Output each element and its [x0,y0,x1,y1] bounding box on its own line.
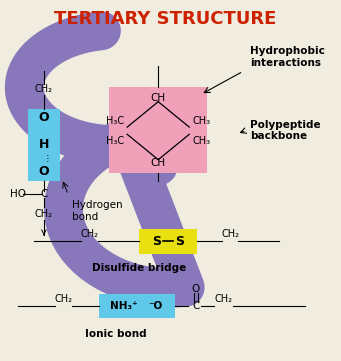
Text: C: C [192,301,199,311]
Text: Disulfide bridge: Disulfide bridge [91,263,186,273]
Text: H: H [39,138,49,151]
Text: CH₂: CH₂ [35,84,53,94]
Text: S: S [152,235,161,248]
Text: CH₃: CH₃ [193,116,211,126]
FancyBboxPatch shape [109,87,207,173]
FancyBboxPatch shape [28,109,60,180]
Text: Polypeptide
backbone: Polypeptide backbone [250,119,320,141]
Text: CH₂: CH₂ [214,294,233,304]
Text: CH₂: CH₂ [55,294,73,304]
Text: H₃C: H₃C [106,116,124,126]
Text: S: S [175,235,184,248]
Text: ·: · [46,151,49,161]
Text: ·: · [46,157,49,167]
Text: ⁻O: ⁻O [148,301,162,311]
Text: Ionic bond: Ionic bond [85,329,147,339]
Text: O: O [192,284,200,294]
Text: TERTIARY STRUCTURE: TERTIARY STRUCTURE [54,10,276,29]
Text: NH₃⁺: NH₃⁺ [110,301,137,311]
Text: Hydrophobic
interactions: Hydrophobic interactions [250,46,325,68]
Text: Hydrogen
bond: Hydrogen bond [72,200,122,222]
FancyBboxPatch shape [100,294,175,318]
Text: C: C [40,189,47,199]
Text: H₃C: H₃C [106,136,124,146]
Text: CH₃: CH₃ [193,136,211,146]
Text: O: O [39,111,49,124]
FancyBboxPatch shape [139,229,197,254]
Text: ·: · [46,154,49,164]
Text: CH₂: CH₂ [80,229,99,239]
Text: CH: CH [151,93,166,103]
Text: CH: CH [151,158,166,168]
Text: CH₂: CH₂ [35,209,53,219]
Text: HO: HO [10,189,26,199]
Text: CH₂: CH₂ [221,229,239,239]
Text: O: O [39,165,49,178]
